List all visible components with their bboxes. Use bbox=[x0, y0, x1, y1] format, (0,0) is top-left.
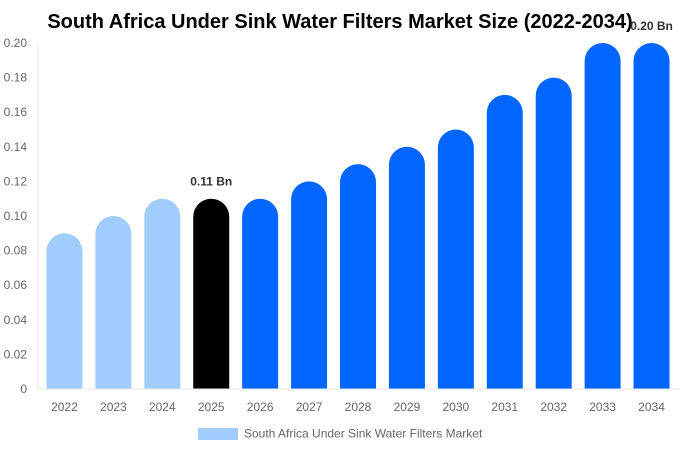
data-labels: 0.11 Bn 0.20 Bn bbox=[190, 19, 673, 189]
y-tick-label: 0.12 bbox=[4, 174, 28, 188]
y-tick-label: 0.18 bbox=[4, 71, 28, 85]
bar-2024[interactable] bbox=[144, 198, 181, 389]
chart-title: South Africa Under Sink Water Filters Ma… bbox=[47, 11, 632, 33]
x-tick-label: 2034 bbox=[638, 400, 665, 414]
y-tick-label: 0.10 bbox=[4, 209, 28, 223]
bar-2031[interactable] bbox=[486, 94, 523, 389]
bar-2028[interactable] bbox=[340, 164, 376, 389]
y-tick-label: 0.06 bbox=[4, 278, 28, 292]
y-tick-label: 0.16 bbox=[4, 105, 28, 119]
x-tick-label: 2033 bbox=[589, 400, 616, 414]
x-tick-label: 2024 bbox=[149, 400, 176, 414]
bar-2026[interactable] bbox=[242, 198, 279, 389]
y-tick-label: 0.14 bbox=[4, 140, 28, 154]
x-tick-label: 2028 bbox=[345, 400, 372, 414]
x-tick-label: 2026 bbox=[247, 400, 274, 414]
y-tick-label: 0 bbox=[20, 382, 27, 396]
x-axis: 2022 2023 2024 2025 2026 2027 2028 2029 2030 2031… bbox=[38, 388, 680, 414]
bar-2029[interactable] bbox=[388, 146, 425, 389]
bars bbox=[46, 43, 670, 390]
y-tick-label: 0.20 bbox=[4, 36, 28, 50]
bar-2034[interactable] bbox=[633, 43, 670, 389]
y-tick-label: 0.04 bbox=[4, 313, 28, 327]
bar-2027[interactable] bbox=[291, 181, 328, 389]
x-tick-label: 2022 bbox=[51, 400, 78, 414]
bar-2023[interactable] bbox=[95, 216, 132, 389]
y-axis: 0 0.02 0.04 0.06 0.08 0.10 0.12 0.14 0.16 0.18 0.2… bbox=[4, 36, 39, 396]
data-label-2025: 0.11 Bn bbox=[190, 175, 232, 189]
bar-2032[interactable] bbox=[535, 77, 572, 389]
bar-2025[interactable] bbox=[193, 198, 230, 389]
legend-label: South Africa Under Sink Water Filters Ma… bbox=[244, 427, 483, 441]
x-tick-label: 2029 bbox=[394, 400, 421, 414]
data-label-2034: 0.20 Bn bbox=[630, 19, 673, 33]
x-tick-label: 2030 bbox=[442, 400, 469, 414]
y-tick-label: 0.08 bbox=[4, 244, 28, 258]
bar-2033[interactable] bbox=[584, 43, 621, 389]
bar-2022[interactable] bbox=[46, 233, 83, 389]
x-tick-label: 2025 bbox=[198, 400, 225, 414]
bar-2030[interactable] bbox=[437, 129, 474, 390]
x-tick-label: 2027 bbox=[296, 400, 323, 414]
x-tick-label: 2023 bbox=[100, 400, 127, 414]
x-tick-label: 2031 bbox=[491, 400, 518, 414]
x-tick-label: 2032 bbox=[540, 400, 567, 414]
legend-swatch bbox=[198, 428, 238, 440]
y-tick-label: 0.02 bbox=[4, 347, 28, 361]
legend[interactable]: South Africa Under Sink Water Filters Ma… bbox=[198, 427, 483, 441]
